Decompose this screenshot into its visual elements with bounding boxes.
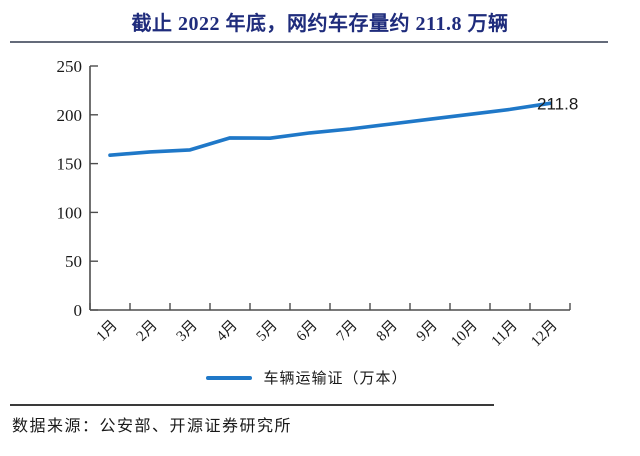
footer-divider bbox=[10, 404, 494, 406]
x-tick-label: 11月 bbox=[489, 318, 521, 350]
x-tick-label: 4月 bbox=[214, 318, 241, 345]
x-tick-label: 1月 bbox=[94, 318, 121, 345]
y-tick-label: 250 bbox=[57, 57, 83, 76]
line-chart: 0 50 100 150 200 250 1月 2月 3月 4月 5月 6月 7月 8月 9月 10月 11月 1… bbox=[57, 57, 579, 351]
x-tick-label: 5月 bbox=[254, 318, 281, 345]
legend: 车辆运输证（万本） bbox=[0, 367, 640, 388]
data-source-note: 数据来源：公安部、开源证券研究所 bbox=[12, 418, 293, 435]
y-tick-label: 50 bbox=[65, 252, 82, 271]
y-tick-label: 0 bbox=[74, 301, 83, 320]
legend-line-swatch bbox=[206, 375, 253, 380]
x-tick-label: 12月 bbox=[528, 318, 561, 351]
title-underline bbox=[10, 41, 608, 43]
chart-title: 截止 2022 年底，网约车存量约 211.8 万辆 bbox=[131, 13, 509, 35]
legend-label: 车辆运输证（万本） bbox=[263, 371, 408, 387]
x-tick-label: 7月 bbox=[334, 318, 361, 345]
chart-area: 0 50 100 150 200 250 1月 2月 3月 4月 5月 6月 7月 8月 9月 10月 11月 1… bbox=[0, 50, 640, 368]
x-tick-label: 3月 bbox=[174, 318, 201, 345]
y-tick-label: 150 bbox=[57, 155, 83, 174]
x-tick-label: 9月 bbox=[414, 318, 441, 345]
x-tick-label: 8月 bbox=[374, 318, 401, 345]
x-tick-label: 2月 bbox=[134, 318, 161, 345]
line-series bbox=[108, 101, 552, 157]
data-label: 211.8 bbox=[537, 94, 578, 113]
x-tick-label: 6月 bbox=[294, 318, 321, 345]
y-tick-label: 200 bbox=[57, 106, 83, 125]
x-tick-label: 10月 bbox=[448, 318, 481, 351]
y-tick-label: 100 bbox=[57, 203, 83, 222]
